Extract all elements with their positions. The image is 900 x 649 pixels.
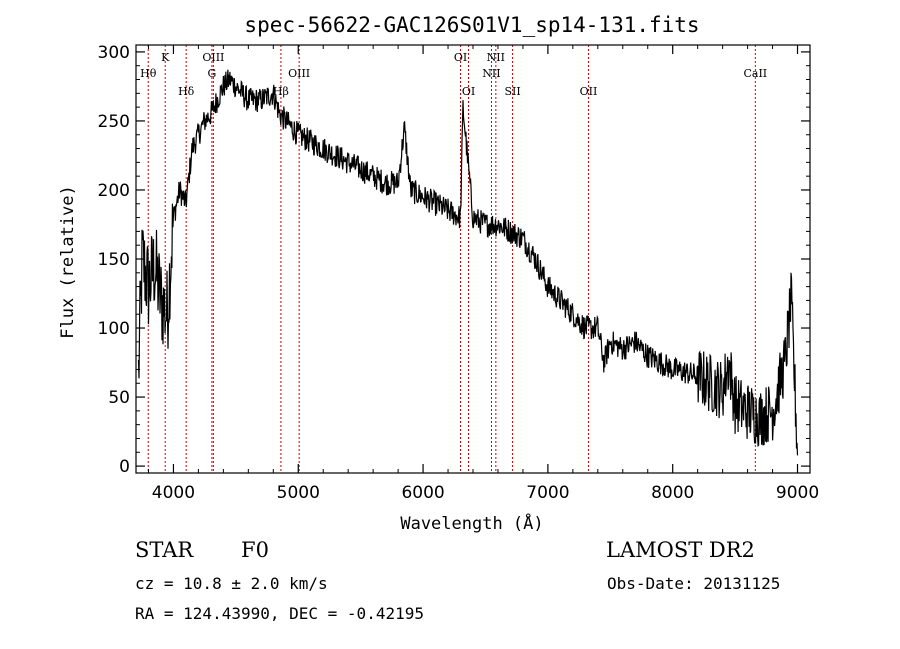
spectral-line-label: OIII xyxy=(288,67,310,80)
spectral-line-label: OIII xyxy=(202,51,224,64)
object-subclass: F0 xyxy=(241,538,269,562)
y-axis-label: Flux (relative) xyxy=(58,185,78,339)
y-tick-label: 0 xyxy=(119,457,130,477)
coordinates-text: RA = 124.43990, DEC = -0.42195 xyxy=(135,604,424,623)
survey-name: LAMOST DR2 xyxy=(606,538,755,562)
y-tick-label: 150 xyxy=(98,250,130,270)
spectral-line-label: OII xyxy=(580,85,598,98)
object-class: STAR xyxy=(135,538,194,562)
x-tick-label: 8000 xyxy=(651,483,694,503)
spectral-line-label: NII xyxy=(487,51,505,64)
spectral-line-label: K xyxy=(161,51,170,64)
x-tick-label: 4000 xyxy=(152,483,195,503)
x-tick-label: 6000 xyxy=(401,483,444,503)
redshift-text: cz = 10.8 ± 2.0 km/s xyxy=(135,574,328,593)
spectral-line-label: Hθ xyxy=(140,67,157,80)
x-axis-ticks: 4000 5000 6000 7000 8000 9000 xyxy=(147,45,819,503)
y-tick-label: 250 xyxy=(98,112,130,132)
x-tick-label: 9000 xyxy=(776,483,819,503)
x-tick-label: 5000 xyxy=(277,483,320,503)
observation-date: Obs-Date: 20131125 xyxy=(607,574,781,593)
chart-title: spec-56622-GAC126S01V1_sp14-131.fits xyxy=(244,13,699,37)
x-tick-label: 7000 xyxy=(526,483,569,503)
spectral-line-label: OI xyxy=(454,51,467,64)
y-axis-ticks: 0 50 100 150 200 250 300 xyxy=(98,43,810,477)
y-tick-label: 50 xyxy=(108,388,130,408)
spectral-line-label: Hβ xyxy=(273,85,289,98)
flux-series-line xyxy=(137,69,799,456)
spectral-line-label: Hδ xyxy=(178,85,195,98)
spectral-line-label: NII xyxy=(482,67,500,80)
y-tick-label: 300 xyxy=(98,43,130,63)
spectral-line-label: SII xyxy=(504,85,520,98)
spectral-line-label: CaII xyxy=(743,67,767,80)
y-tick-label: 100 xyxy=(98,319,130,339)
spectral-line-markers: Hθ K Hδ OIII G Hβ OIII OI OI NII NII SII OII CaII xyxy=(140,45,767,473)
y-tick-label: 200 xyxy=(98,181,130,201)
spectral-line-label: G xyxy=(207,67,216,80)
spectral-line-label: OI xyxy=(462,85,475,98)
x-axis-label: Wavelength (Å) xyxy=(400,512,543,534)
